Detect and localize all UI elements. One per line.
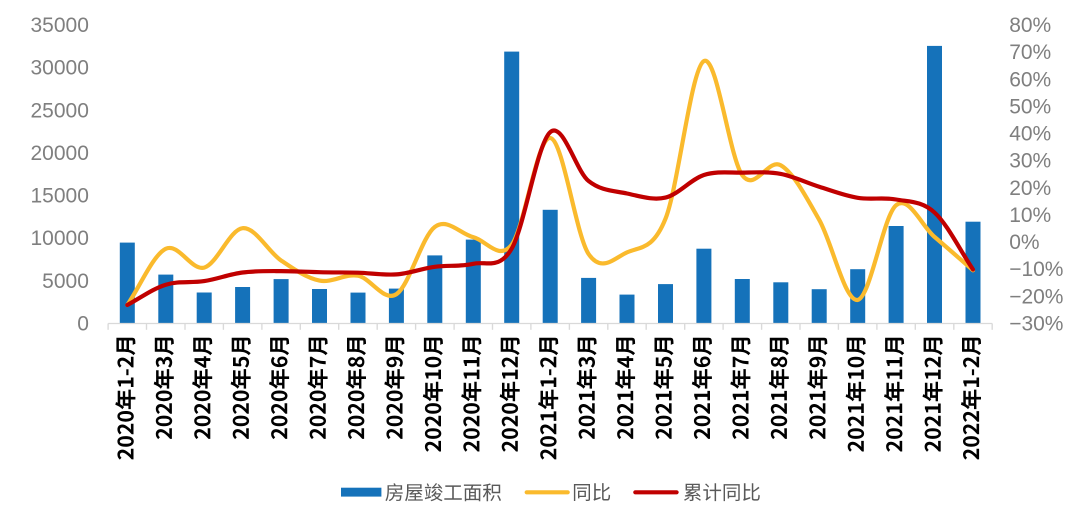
svg-text:10000: 10000 xyxy=(30,227,88,250)
svg-text:30000: 30000 xyxy=(30,57,88,80)
svg-text:40%: 40% xyxy=(1009,123,1051,146)
svg-text:80%: 80% xyxy=(1009,14,1051,37)
svg-text:20000: 20000 xyxy=(30,142,88,165)
svg-text:0%: 0% xyxy=(1009,231,1039,254)
svg-text:35000: 35000 xyxy=(30,14,88,37)
svg-text:20%: 20% xyxy=(1009,177,1051,200)
svg-text:60%: 60% xyxy=(1009,68,1051,91)
svg-text:15000: 15000 xyxy=(30,185,88,208)
svg-text:−20%: −20% xyxy=(1009,285,1063,308)
svg-text:0: 0 xyxy=(77,313,89,336)
svg-text:−30%: −30% xyxy=(1009,313,1063,336)
svg-text:30%: 30% xyxy=(1009,150,1051,173)
svg-text:10%: 10% xyxy=(1009,204,1051,227)
svg-text:−10%: −10% xyxy=(1009,258,1063,281)
svg-text:25000: 25000 xyxy=(30,99,88,122)
svg-text:50%: 50% xyxy=(1009,95,1051,118)
svg-text:70%: 70% xyxy=(1009,41,1051,64)
svg-text:5000: 5000 xyxy=(42,270,89,293)
